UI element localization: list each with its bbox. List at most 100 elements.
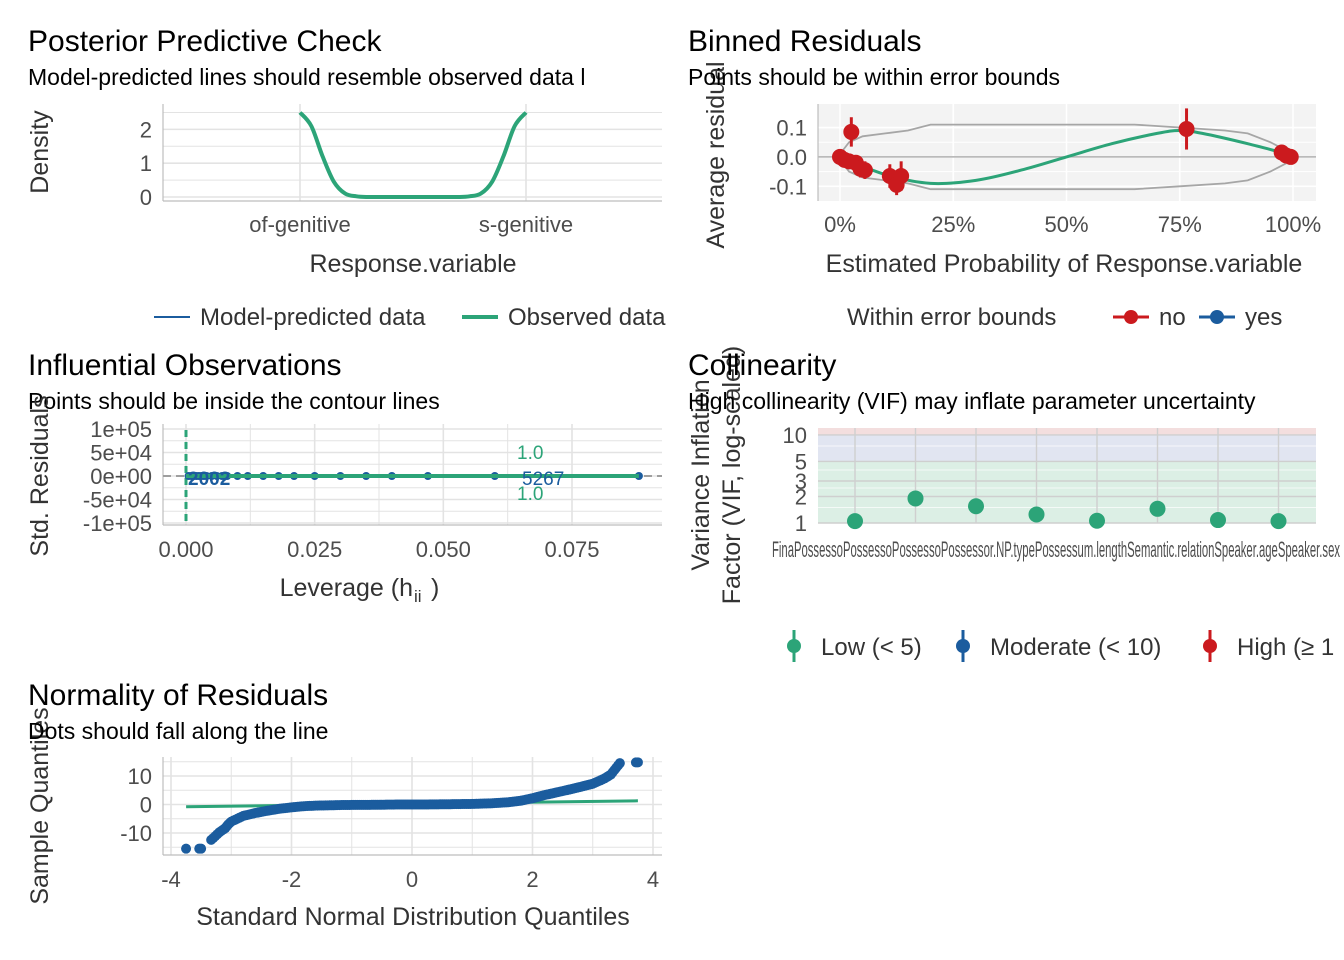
binned-upper-error-bound <box>839 123 1294 155</box>
ppc-y-tick-label: 1 <box>140 151 152 176</box>
influential-x-axis-label-subscript: ii <box>414 587 422 606</box>
collinearity-y-tick-label: 1 <box>795 511 807 536</box>
normality-x-ticks: -4 -2 0 2 4 <box>161 867 659 892</box>
contour-label: 1.0 <box>517 484 543 505</box>
legend-label-yes: yes <box>1245 304 1282 331</box>
ppc-x-tick-label: of-genitive <box>249 212 351 237</box>
influential-x-tick-label: 0.025 <box>287 537 342 562</box>
binned-x-tick-label: 100% <box>1265 212 1321 237</box>
ppc-x-axis-label: Response.variable <box>309 250 516 278</box>
collinearity-point-possessum-length <box>1089 512 1105 529</box>
collinearity-point-possessor-length <box>968 498 984 515</box>
legend-key-low-point <box>787 639 801 653</box>
collinearity-point-possessor-np-type <box>1028 506 1045 523</box>
binned-point <box>1282 148 1299 165</box>
binned-point <box>856 162 873 179</box>
influential-title: Influential Observations <box>28 349 342 382</box>
ppc-y-tick-label: 2 <box>140 117 152 142</box>
ppc-y-axis-label: Density <box>26 110 54 194</box>
influential-y-tick-label: -1e+05 <box>83 511 152 536</box>
binned-point <box>843 123 860 140</box>
binned-x-tick-label: 25% <box>931 212 975 237</box>
collinearity-y-axis-label-line2: Factor (VIF, log-scaled) <box>718 346 746 604</box>
collinearity-zones <box>818 428 1316 523</box>
qq-point <box>614 758 625 769</box>
qq-point <box>196 843 207 854</box>
influential-y-tick-label: 1e+05 <box>90 417 152 442</box>
binned-y-ticks: -0.1 0.0 0.1 <box>769 116 807 200</box>
binned-title: Binned Residuals <box>688 25 921 58</box>
legend-label-high: High (≥ 1 <box>1237 634 1334 661</box>
legend-label-low: Low (< 5) <box>821 634 922 661</box>
ppc-panel: Posterior Predictive Check Model-predict… <box>26 25 666 331</box>
binned-x-tick-label: 0% <box>824 212 856 237</box>
influential-y-tick-label: 0e+00 <box>90 464 152 489</box>
ppc-legend: Model-predicted data Observed data <box>154 304 666 331</box>
ppc-title: Posterior Predictive Check <box>28 25 382 58</box>
legend-key-no-point <box>1124 310 1138 324</box>
legend-key-high-point <box>1203 639 1217 653</box>
binned-subtitle: Points should be within error bounds <box>688 64 1060 90</box>
normality-x-axis-label: Standard Normal Distribution Quantiles <box>196 903 630 931</box>
binned-x-ticks: 0% 25% 50% 75% 100% <box>824 212 1321 237</box>
influential-point-label: 2002 <box>188 469 230 490</box>
collinearity-y-tick-label: 2 <box>795 485 807 510</box>
collinearity-point-possessor-animacy <box>907 490 924 507</box>
collinearity-subtitle: High collinearity (VIF) may inflate para… <box>688 388 1256 414</box>
zone-high <box>818 428 1316 435</box>
ppc-x-tick-label: s-genitive <box>479 212 573 237</box>
binned-y-tick-label: 0.1 <box>776 116 807 141</box>
binned-point <box>1178 120 1195 137</box>
qq-point <box>632 757 643 768</box>
collinearity-point-speaker-sex <box>1270 513 1287 530</box>
normality-points <box>181 757 643 854</box>
ppc-gridlines <box>163 104 662 201</box>
normality-x-tick-label: 4 <box>647 867 659 892</box>
collinearity-x-tick-labels: FinaPossessoPossessoPossessoPossessor.NP… <box>772 537 1340 562</box>
normality-x-tick-label: 2 <box>526 867 538 892</box>
contour-label: 1.0 <box>517 443 543 464</box>
ppc-y-tick-label: 0 <box>140 185 152 210</box>
ppc-y-ticks: 0 1 2 <box>140 117 152 210</box>
influential-x-tick-label: 0.075 <box>544 537 599 562</box>
binned-fit-line <box>839 128 1294 186</box>
influential-y-tick-label: 5e+04 <box>90 441 152 466</box>
normality-y-tick-label: -10 <box>120 821 152 846</box>
influential-subtitle: Points should be inside the contour line… <box>28 388 440 414</box>
influential-x-axis-label-close: ) <box>431 574 439 602</box>
collinearity-y-tick-label: 5 <box>795 449 807 474</box>
influential-y-axis-label: Std. Residuals <box>26 395 54 556</box>
binned-x-tick-label: 75% <box>1158 212 1202 237</box>
legend-key-moderate-point <box>956 639 970 653</box>
influential-y-tick-label: -5e+04 <box>83 488 152 513</box>
normality-title: Normality of Residuals <box>28 679 328 712</box>
normality-x-tick-label: -2 <box>282 867 302 892</box>
zone-moderate <box>818 434 1316 462</box>
collinearity-points <box>847 490 1287 530</box>
collinearity-point-final-sibilant <box>847 513 863 530</box>
binned-legend: Within error bounds no yes <box>847 304 1282 331</box>
influential-x-axis-label-main: Leverage (h <box>280 574 413 602</box>
influential-panel: Influential Observations Points should b… <box>26 349 662 606</box>
legend-label-no: no <box>1159 304 1186 331</box>
collinearity-gridlines <box>818 428 1316 524</box>
normality-y-ticks: 10 0 -10 <box>120 764 152 846</box>
influential-x-tick-label: 0.000 <box>158 537 213 562</box>
collinearity-y-tick-label: 10 <box>783 423 807 448</box>
legend-label-observed: Observed data <box>508 304 666 331</box>
influential-x-axis-label: Leverage (h <box>280 574 413 602</box>
ppc-observed-curve <box>298 111 528 200</box>
normality-y-axis-label: Sample Quantiles <box>26 707 54 904</box>
binned-x-axis-label: Estimated Probability of Response.variab… <box>826 250 1303 278</box>
legend-label-model-predicted: Model-predicted data <box>200 304 426 331</box>
collinearity-y-tick-label: 3 <box>795 469 807 494</box>
binned-point <box>893 168 910 185</box>
binned-y-tick-label: -0.1 <box>769 174 807 199</box>
legend-label-moderate: Moderate (< 10) <box>990 634 1161 661</box>
collinearity-point-semantic-relation <box>1149 500 1166 517</box>
normality-y-tick-label: 0 <box>140 793 152 818</box>
